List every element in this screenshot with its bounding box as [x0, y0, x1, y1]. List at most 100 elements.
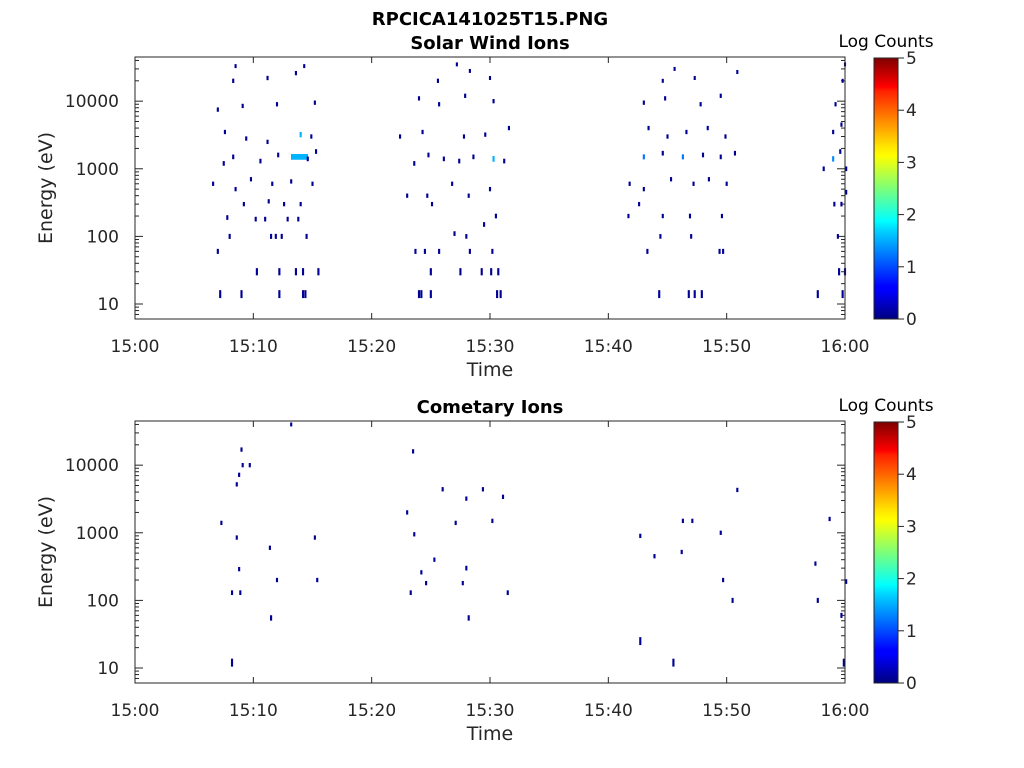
data-cell	[266, 75, 269, 81]
data-cell	[464, 93, 467, 98]
data-cell	[661, 213, 664, 219]
data-cell	[832, 156, 835, 162]
data-cell	[731, 597, 734, 603]
colorbar-tick-label: 4	[906, 465, 917, 485]
data-cell	[212, 181, 215, 186]
data-cell	[499, 290, 502, 299]
data-cell	[290, 179, 293, 184]
data-cell	[254, 216, 257, 222]
x-tick-label: 15:00	[111, 337, 160, 357]
y-axis-label: Energy (eV)	[35, 132, 57, 244]
colorbar-tick-label: 5	[906, 49, 917, 69]
y-axis-label: Energy (eV)	[35, 496, 57, 608]
x-tick-label: 15:10	[229, 337, 278, 357]
x-tick-label: 15:20	[347, 701, 396, 721]
data-cell	[483, 222, 486, 227]
data-cell	[845, 579, 848, 584]
data-cell	[661, 78, 664, 83]
colorbar-tick-label: 1	[906, 622, 917, 642]
data-cell	[627, 213, 630, 219]
data-cell	[488, 76, 492, 80]
data-cell	[639, 533, 642, 539]
data-cell	[832, 129, 835, 135]
data-cell	[722, 577, 725, 583]
data-cell	[638, 201, 641, 207]
data-cell	[472, 154, 475, 160]
data-cell	[216, 107, 219, 112]
data-cell	[736, 487, 739, 493]
data-cell	[459, 268, 462, 276]
data-cell	[680, 549, 683, 555]
figure-title: RPCICA141025T15.PNG	[372, 9, 608, 30]
data-cell	[239, 590, 242, 596]
x-tick-label: 15:10	[229, 701, 278, 721]
colorbar-tick-label: 4	[906, 101, 917, 121]
x-tick-label: 15:40	[584, 337, 633, 357]
panel-title: Solar Wind Ions	[410, 33, 569, 54]
data-cell	[240, 447, 243, 452]
data-cell	[840, 201, 843, 207]
data-cell	[420, 570, 423, 575]
plot-frame	[134, 56, 846, 320]
data-cell	[458, 158, 461, 164]
data-cell	[313, 535, 316, 540]
data-cell	[492, 156, 495, 162]
x-axis: 15:00 15:10 15:20 15:30 15:40 15:50 16:00	[111, 57, 870, 357]
data-cell	[423, 248, 426, 254]
data-cell	[429, 290, 432, 299]
data-cell	[219, 290, 222, 299]
data-cell	[316, 577, 319, 583]
x-axis: 15:00 15:10 15:20 15:30 15:40 15:50 16:00	[111, 421, 870, 721]
colorbar-tick-label: 3	[906, 153, 917, 173]
data-cell	[681, 518, 684, 524]
data-cell	[259, 158, 262, 164]
data-cell	[733, 150, 737, 156]
data-cell	[461, 580, 464, 586]
data-cell	[421, 129, 424, 135]
data-cell	[248, 463, 251, 468]
data-cell	[420, 290, 423, 299]
data-cell	[274, 233, 277, 239]
data-cell	[235, 535, 238, 540]
data-cell	[718, 248, 721, 254]
data-cell	[409, 590, 412, 596]
data-cell	[507, 125, 510, 131]
x-tick-label: 15:40	[584, 701, 633, 721]
y-tick-label: 10000	[65, 456, 119, 476]
y-tick-label: 1000	[76, 160, 119, 180]
data-cell	[491, 518, 494, 524]
data-cell	[299, 131, 302, 138]
data-cell	[241, 103, 244, 109]
data-cell	[692, 181, 695, 186]
data-cell	[280, 233, 283, 239]
data-cell	[661, 150, 664, 156]
data-cell	[706, 125, 709, 131]
data-cell	[673, 66, 676, 71]
x-axis-label: Time	[466, 359, 514, 381]
data-cell	[230, 590, 234, 596]
data-cell	[270, 233, 273, 239]
data-cell	[290, 153, 309, 160]
data-cell	[687, 290, 690, 299]
colorbar-tick-label: 2	[906, 570, 917, 590]
data-cell	[840, 612, 843, 618]
y-tick-label: 10000	[65, 92, 119, 112]
data-cell	[720, 213, 723, 219]
data-cell	[216, 248, 219, 254]
data-cell	[685, 129, 688, 135]
data-cell	[836, 234, 839, 239]
data-cell	[719, 530, 722, 535]
data-cell	[659, 234, 662, 239]
data-cell	[226, 215, 229, 220]
data-cell	[406, 193, 409, 198]
data-cell	[664, 96, 667, 101]
data-cell	[222, 161, 225, 166]
data-cell	[838, 268, 841, 276]
data-cell	[268, 545, 271, 550]
x-tick-label: 16:00	[821, 701, 870, 721]
data-cell	[690, 234, 693, 239]
data-cell	[497, 268, 500, 276]
data-cell	[845, 189, 848, 195]
data-cell	[701, 152, 705, 158]
